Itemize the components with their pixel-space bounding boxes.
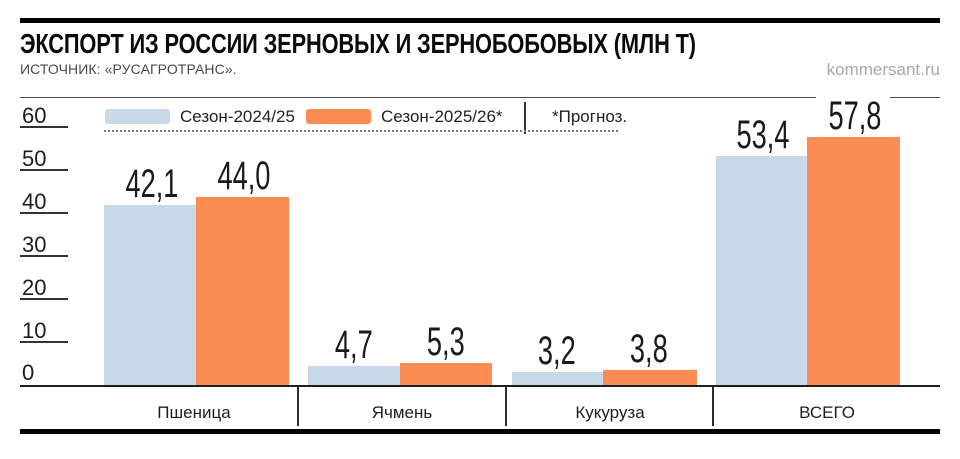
source-caption: ИСТОЧНИК: «РУСАГРОТРАНС». [20,61,237,77]
y-tick-50: 50 [22,146,47,171]
plot-top-rule [20,97,940,98]
value-label-corn-2024-25: 3,2 [538,329,576,373]
bar-wheat-2025-26 [196,197,289,386]
y-tickline-20 [20,298,68,300]
value-label-total-2025-26: 57,8 [816,95,890,137]
value-label-total-2024-25: 53,4 [736,113,790,157]
y-tickline-60 [20,126,68,128]
chart-title-text: ЭКСПОРТ ИЗ РОССИИ ЗЕРНОВЫХ И ЗЕРНОБОБОВЫ… [20,28,696,59]
bottom-rule-bar [20,429,940,434]
legend-underline-dotted [104,130,618,132]
legend-swatch-season-2025-26 [306,109,371,124]
y-tick-20: 20 [22,275,47,300]
legend-label-season-2024-25: Сезон-2024/25 [180,107,295,126]
bar-corn-2025-26 [603,370,697,386]
y-tickline-40 [20,212,68,214]
value-label-corn-2025-26: 3,8 [630,327,668,371]
value-label-wheat-2024-25: 42,1 [125,162,179,206]
bar-barley-2025-26 [400,363,492,386]
legend-footnote: *Прогноз. [552,107,628,126]
category-label-barley: Ячмень [371,403,433,422]
bar-corn-2024-25 [512,372,603,386]
bar-wheat-2024-25 [104,205,196,386]
category-label-wheat: Пшеница [157,403,231,422]
y-tick-60: 60 [22,103,47,128]
category-divider-1 [297,387,299,426]
y-tick-0: 0 [22,360,35,385]
bar-total-2025-26 [807,137,900,386]
site-watermark: kommersant.ru [826,60,940,79]
value-label-barley-2025-26: 5,3 [427,320,465,364]
bar-barley-2024-25 [308,366,400,386]
category-divider-3 [712,387,714,426]
x-axis-baseline [20,385,940,387]
legend-swatch-season-2024-25 [105,109,170,124]
category-label-corn: Кукуруза [575,403,645,422]
y-tickline-10 [20,341,68,343]
chart-title: ЭКСПОРТ ИЗ РОССИИ ЗЕРНОВЫХ И ЗЕРНОБОБОВЫ… [20,29,887,59]
y-tickline-30 [20,255,68,257]
legend-divider [524,102,526,134]
bar-total-2024-25 [716,156,807,386]
category-label-total: ВСЕГО [799,403,855,422]
top-rule-bar [20,18,940,23]
category-divider-2 [505,387,507,426]
y-tick-40: 40 [22,189,47,214]
y-tick-30: 30 [22,232,47,257]
value-label-wheat-2025-26: 44,0 [217,154,271,198]
value-label-barley-2024-25: 4,7 [335,323,373,367]
y-tickline-50 [20,169,68,171]
legend-label-season-2025-26: Сезон-2025/26* [381,107,503,126]
y-tick-10: 10 [22,318,47,343]
